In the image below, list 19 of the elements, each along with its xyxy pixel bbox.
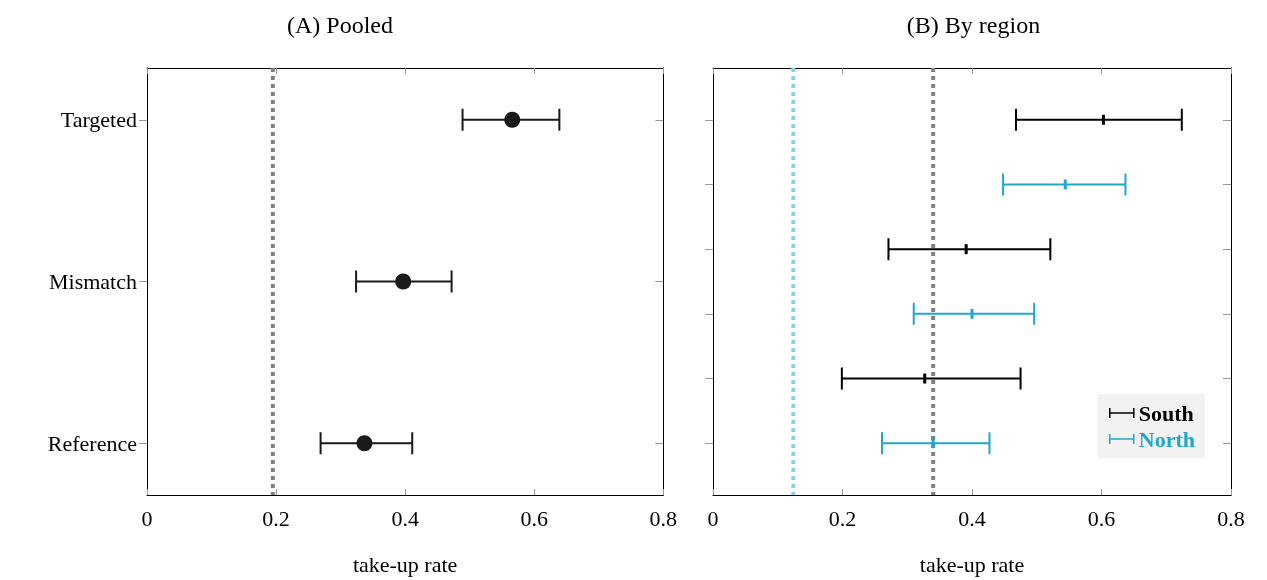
x-tick-label: 0.2 [262,505,290,531]
chart-title: (B) By region [906,12,1041,38]
x-tick-label: 0.6 [1087,505,1116,531]
y-tick-label: Mismatch [49,269,137,294]
x-tick-label: 0.2 [828,505,857,531]
legend-label: North [1138,426,1195,452]
x-tick-label: 0 [141,505,153,531]
x-axis-title: take-up rate [919,551,1025,577]
x-axis-title: take-up rate [352,551,458,577]
x-tick-label: 0.8 [649,505,677,531]
x-tick-label: 0.4 [958,505,986,531]
x-tick-label: 0 [707,505,719,531]
chart-title: (A) Pooled [287,12,393,38]
x-tick-label: 0.8 [1217,505,1245,531]
x-tick-label: 0.4 [391,505,419,531]
y-tick-label: Targeted [60,107,137,133]
x-tick-label: 0.6 [520,505,548,531]
y-tick-label: Reference [47,430,137,456]
legend-label: South [1138,400,1194,426]
